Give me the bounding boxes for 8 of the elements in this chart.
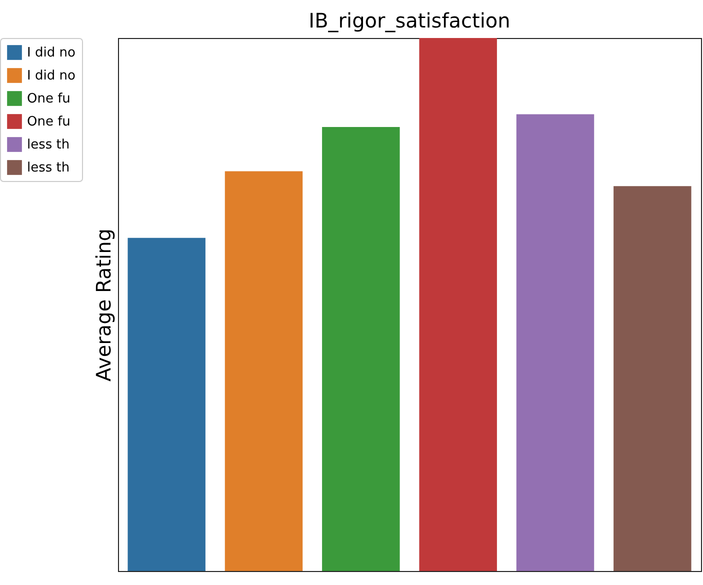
legend-label: less th	[27, 160, 70, 176]
legend-label: One fu	[27, 92, 70, 106]
chart-title: IB_rigor_satisfaction	[308, 8, 510, 32]
legend-label: I did no	[27, 68, 76, 84]
legend-label: One fu	[27, 114, 70, 130]
legend-label: less th	[27, 138, 70, 152]
legend-label: I did no	[27, 46, 76, 60]
y-axis-title: Average Rating	[92, 228, 116, 382]
